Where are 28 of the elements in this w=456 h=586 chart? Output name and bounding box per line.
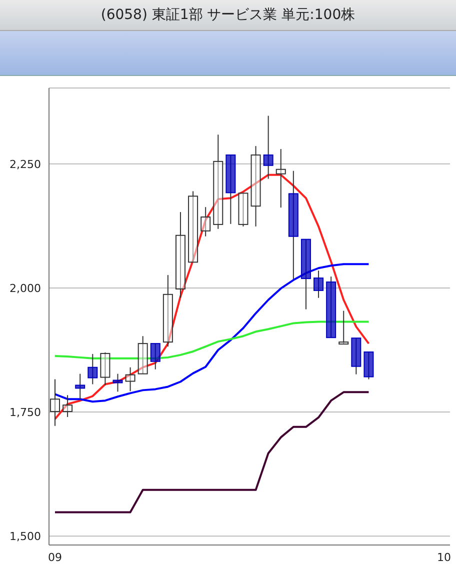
candlestick — [175, 212, 186, 298]
y-tick-label: 1,750 — [10, 406, 41, 419]
x-tick-label: 10 — [437, 550, 451, 564]
candlestick — [150, 343, 160, 370]
chart-title: (6058) 東証1部 サービス業 単元:100株 — [0, 0, 456, 31]
candlestick — [338, 310, 349, 345]
candlestick — [125, 366, 136, 392]
y-tick-label: 2,000 — [10, 282, 41, 295]
candlestick — [62, 394, 73, 418]
candlestick — [88, 353, 98, 385]
candlestick — [213, 134, 224, 230]
line-series — [54, 263, 370, 403]
candlestick — [188, 190, 198, 263]
y-tick-label: 1,500 — [10, 530, 41, 543]
candlestick — [138, 336, 148, 374]
candlestick — [162, 274, 173, 348]
candlestick — [50, 378, 60, 426]
y-tick-label: 2,250 — [10, 158, 41, 171]
candlestick — [100, 352, 110, 386]
line-series — [54, 391, 370, 514]
x-tick-label: 09 — [48, 550, 62, 564]
candlestick — [250, 146, 261, 227]
candlestick — [75, 373, 86, 400]
candlestick — [276, 148, 286, 208]
candlestick — [238, 192, 248, 227]
candlestick — [200, 206, 211, 237]
candlestick — [314, 270, 324, 298]
candlestick — [263, 115, 274, 180]
